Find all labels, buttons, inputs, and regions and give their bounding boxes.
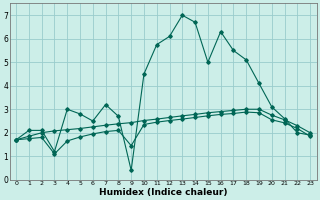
X-axis label: Humidex (Indice chaleur): Humidex (Indice chaleur): [99, 188, 228, 197]
